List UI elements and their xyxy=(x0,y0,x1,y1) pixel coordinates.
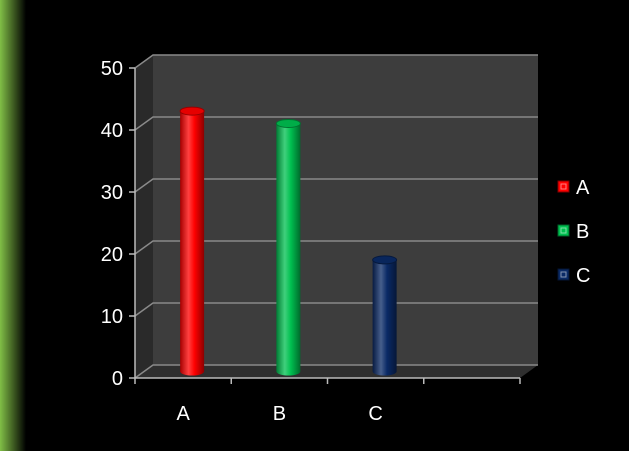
y-tick-label: 40 xyxy=(101,120,123,142)
legend-swatch-highlight xyxy=(560,227,567,234)
plot-back-wall xyxy=(153,55,538,365)
bar-top-b xyxy=(275,119,301,128)
bars xyxy=(179,106,398,376)
legend-label-b: B xyxy=(576,221,589,243)
x-tick-label: B xyxy=(273,403,286,425)
x-tick-label: A xyxy=(176,403,190,425)
bar-c xyxy=(372,259,397,376)
gridline xyxy=(134,302,538,317)
bar-top-a xyxy=(179,106,205,116)
legend-swatch-highlight xyxy=(560,183,567,190)
legend-label-a: A xyxy=(576,177,590,199)
y-tick-label: 0 xyxy=(112,368,123,390)
gridline xyxy=(134,54,538,69)
legend-swatch-b xyxy=(557,224,570,237)
gridline xyxy=(134,116,538,131)
legend-swatch-a xyxy=(557,180,570,193)
y-tick-label: 20 xyxy=(101,244,123,266)
legend-swatch-c xyxy=(557,268,570,281)
y-tick-label: 30 xyxy=(101,182,123,204)
legend: ABC xyxy=(557,177,590,287)
left-accent-strip xyxy=(0,0,26,451)
legend-label-c: C xyxy=(576,265,590,287)
x-tick-label: C xyxy=(368,403,382,425)
bar-b xyxy=(276,123,301,376)
plot-side-wall xyxy=(135,55,153,378)
bar-a xyxy=(180,111,205,376)
gridline xyxy=(134,364,538,379)
gridline xyxy=(134,178,538,193)
plot-area xyxy=(134,54,538,379)
legend-swatch-highlight xyxy=(560,271,567,278)
gridline xyxy=(134,240,538,255)
y-tick-label: 50 xyxy=(101,58,123,80)
y-tick-label: 10 xyxy=(101,306,123,328)
bar-top-c xyxy=(372,255,398,265)
axes: 0 10 20 30 40 50 A B C xyxy=(101,58,521,425)
plot-floor xyxy=(135,365,538,378)
